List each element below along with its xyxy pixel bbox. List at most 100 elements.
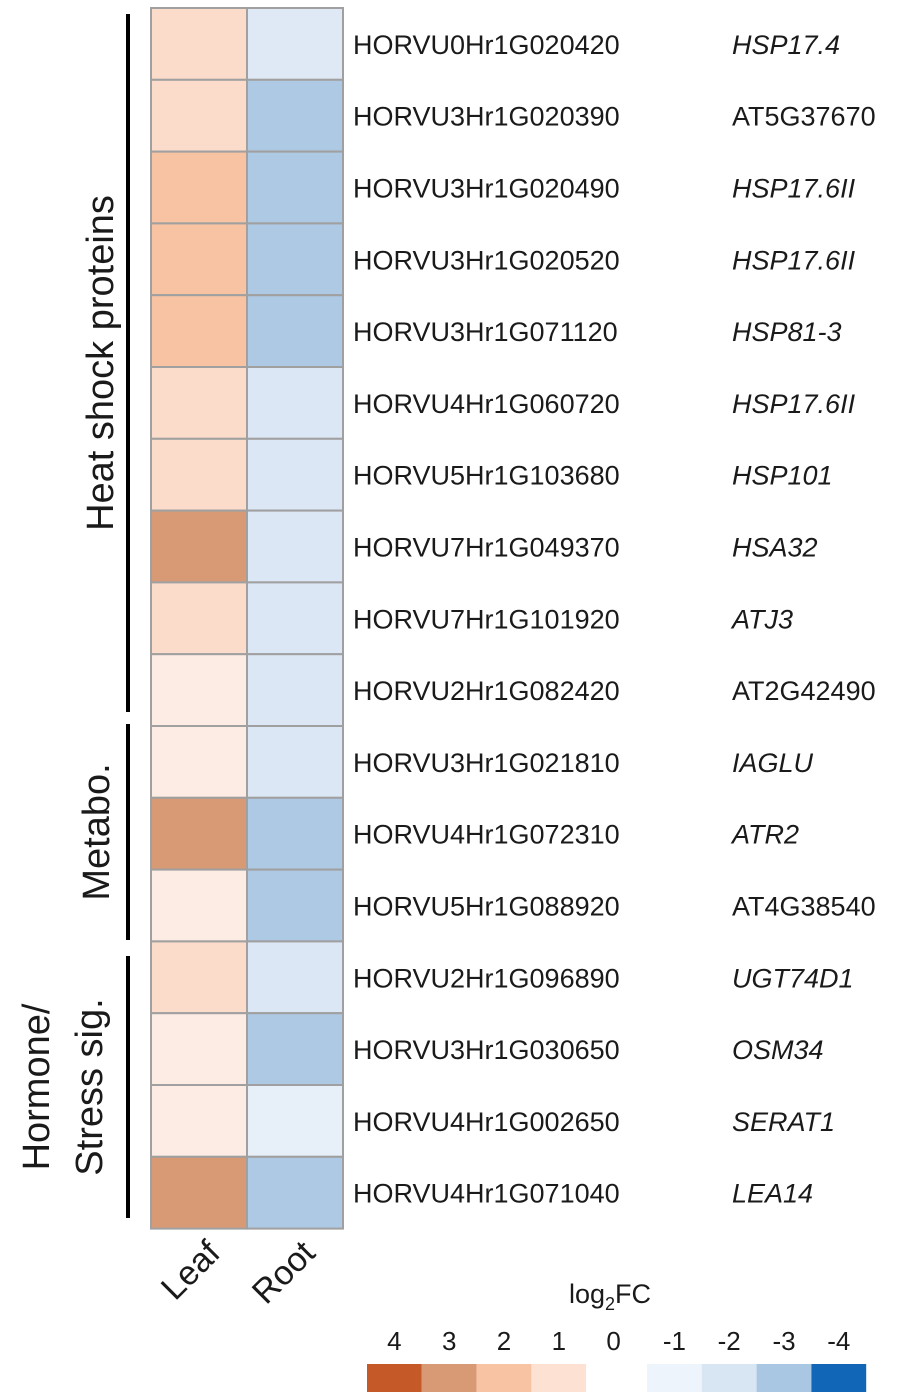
gene-id-label: HORVU5Hr1G088920 <box>353 892 620 922</box>
legend-tick-label: 2 <box>497 1326 511 1356</box>
gene-annotation-label: OSM34 <box>732 1035 824 1065</box>
legend-tick-label: -1 <box>663 1326 686 1356</box>
heatmap-cell-root <box>246 796 344 871</box>
group-labels: Heat shock proteins Metabo. Hormone/Stress… <box>16 195 122 1176</box>
heatmap-cell-root <box>246 868 344 943</box>
heatmap-cell-root <box>246 7 344 81</box>
heatmap-cell-leaf <box>150 653 248 728</box>
group-label: Heat shock proteins <box>80 195 122 531</box>
legend-swatch <box>586 1364 641 1392</box>
gene-annotation-label: SERAT1 <box>732 1107 835 1137</box>
heatmap-cell-root <box>246 940 344 1015</box>
legend-swatch <box>811 1364 867 1392</box>
gene-id-label: HORVU3Hr1G020520 <box>353 245 620 275</box>
heatmap-cell-leaf <box>150 1012 248 1087</box>
heatmap-cell-leaf <box>150 437 248 512</box>
heatmap-cell-leaf <box>150 725 248 799</box>
legend-swatch <box>421 1364 477 1392</box>
gene-annotation-label: AT5G37670 <box>732 102 876 132</box>
gene-annotation-label: HSP17.6II <box>732 174 856 204</box>
legend-tick-label: 4 <box>387 1326 401 1356</box>
gene-id-label: HORVU0Hr1G020420 <box>353 30 620 60</box>
heatmap-cell-root <box>246 366 344 440</box>
gene-annotation-label: HSP17.6II <box>732 389 856 419</box>
legend-tick-label: -4 <box>827 1326 850 1356</box>
heatmap-cell-root <box>246 725 344 799</box>
gene-annotation-label: ATJ3 <box>730 604 793 634</box>
gene-id-label: HORVU4Hr1G071040 <box>353 1179 620 1209</box>
heatmap-cell-root <box>246 653 344 728</box>
legend-tick-label: 3 <box>442 1326 456 1356</box>
heatmap-cell-leaf <box>150 1084 248 1158</box>
column-label-leaf: Leaf <box>154 1233 228 1307</box>
gene-annotation-label: ATR2 <box>730 820 799 850</box>
heatmap-cell-leaf <box>150 796 248 871</box>
heatmap-cell-root <box>246 1012 344 1087</box>
heatmap-cell-root <box>246 1084 344 1158</box>
gene-id-label: HORVU3Hr1G020490 <box>353 174 620 204</box>
legend-tick-label: 1 <box>552 1326 566 1356</box>
heatmap-cell-leaf <box>150 294 248 369</box>
gene-annotation-label: IAGLU <box>732 748 814 778</box>
legend-swatch <box>647 1364 702 1392</box>
heatmap-cell-root <box>246 509 344 584</box>
gene-id-label: HORVU7Hr1G049370 <box>353 533 620 563</box>
legend-ticks: 4 3 2 1 0 -1 -2 -3 -4 <box>387 1326 850 1356</box>
heatmap-cell-leaf <box>150 78 248 153</box>
gene-id-label: HORVU4Hr1G002650 <box>353 1107 620 1137</box>
gene-id-label: HORVU3Hr1G021810 <box>353 748 620 778</box>
gene-id-label: HORVU3Hr1G030650 <box>353 1035 620 1065</box>
gene-id-label: HORVU3Hr1G020390 <box>353 102 620 132</box>
heatmap-cell-root <box>246 1155 344 1230</box>
heatmap-cell-root <box>246 437 344 512</box>
heatmap-cell-leaf <box>150 150 248 225</box>
heatmap-cell-root <box>246 78 344 153</box>
heatmap-cell-leaf <box>150 366 248 440</box>
legend-title: log2FC <box>569 1279 651 1314</box>
legend-swatch <box>367 1364 422 1392</box>
group-label: Hormone/ <box>16 1003 58 1170</box>
gene-annotation-label: AT2G42490 <box>732 676 876 706</box>
gene-annotation-label: HSP101 <box>732 461 833 491</box>
gene-id-label: HORVU5Hr1G103680 <box>353 461 620 491</box>
gene-annotation-label: UGT74D1 <box>732 963 854 993</box>
column-label-root: Root <box>245 1233 323 1311</box>
gene-id-label: HORVU7Hr1G101920 <box>353 604 620 634</box>
gene-id-label: HORVU4Hr1G060720 <box>353 389 620 419</box>
heatmap-cell-root <box>246 222 344 297</box>
gene-annotation-label: HSP17.6II <box>732 245 856 275</box>
legend-swatch <box>476 1364 532 1392</box>
legend-tick-label: -3 <box>772 1326 795 1356</box>
legend-title-subscript: 2 <box>605 1294 615 1314</box>
legend-swatch <box>701 1364 757 1392</box>
gene-annotation-label: HSA32 <box>732 533 818 563</box>
legend-swatches <box>367 1364 867 1392</box>
heatmap-cell-root <box>246 294 344 369</box>
heatmap-cell-leaf <box>150 868 248 943</box>
gene-id-labels: HORVU0Hr1G020420 HORVU3Hr1G020390 HORVU3Hr… <box>353 30 620 1209</box>
heatmap-cell-leaf <box>150 581 248 656</box>
group-label: Stress sig. <box>69 998 111 1175</box>
color-legend: log2FC 4 3 2 1 0 -1 -2 -3 -4 <box>367 1279 867 1392</box>
heatmap-cells <box>150 7 344 1230</box>
legend-swatch <box>756 1364 812 1392</box>
gene-annotation-labels: HSP17.4 AT5G37670 HSP17.6II HSP17.6II HSP81-… <box>730 30 876 1209</box>
gene-id-label: HORVU3Hr1G071120 <box>353 317 618 347</box>
gene-annotation-label: AT4G38540 <box>732 892 876 922</box>
heatmap-cell-leaf <box>150 1155 248 1230</box>
legend-tick-label: 0 <box>606 1326 620 1356</box>
heatmap-cell-leaf <box>150 509 248 584</box>
heatmap-cell-leaf <box>150 7 248 81</box>
legend-title-main: log <box>569 1279 605 1309</box>
column-labels: Leaf Root <box>154 1233 323 1311</box>
gene-id-label: HORVU4Hr1G072310 <box>353 820 620 850</box>
gene-id-label: HORVU2Hr1G096890 <box>353 963 620 993</box>
gene-id-label: HORVU2Hr1G082420 <box>353 676 620 706</box>
heatmap-cell-leaf <box>150 222 248 297</box>
heatmap-cell-root <box>246 150 344 225</box>
legend-tick-label: -2 <box>718 1326 741 1356</box>
gene-annotation-label: HSP81-3 <box>732 317 842 347</box>
legend-swatch <box>531 1364 587 1392</box>
legend-title-tail: FC <box>615 1279 651 1309</box>
